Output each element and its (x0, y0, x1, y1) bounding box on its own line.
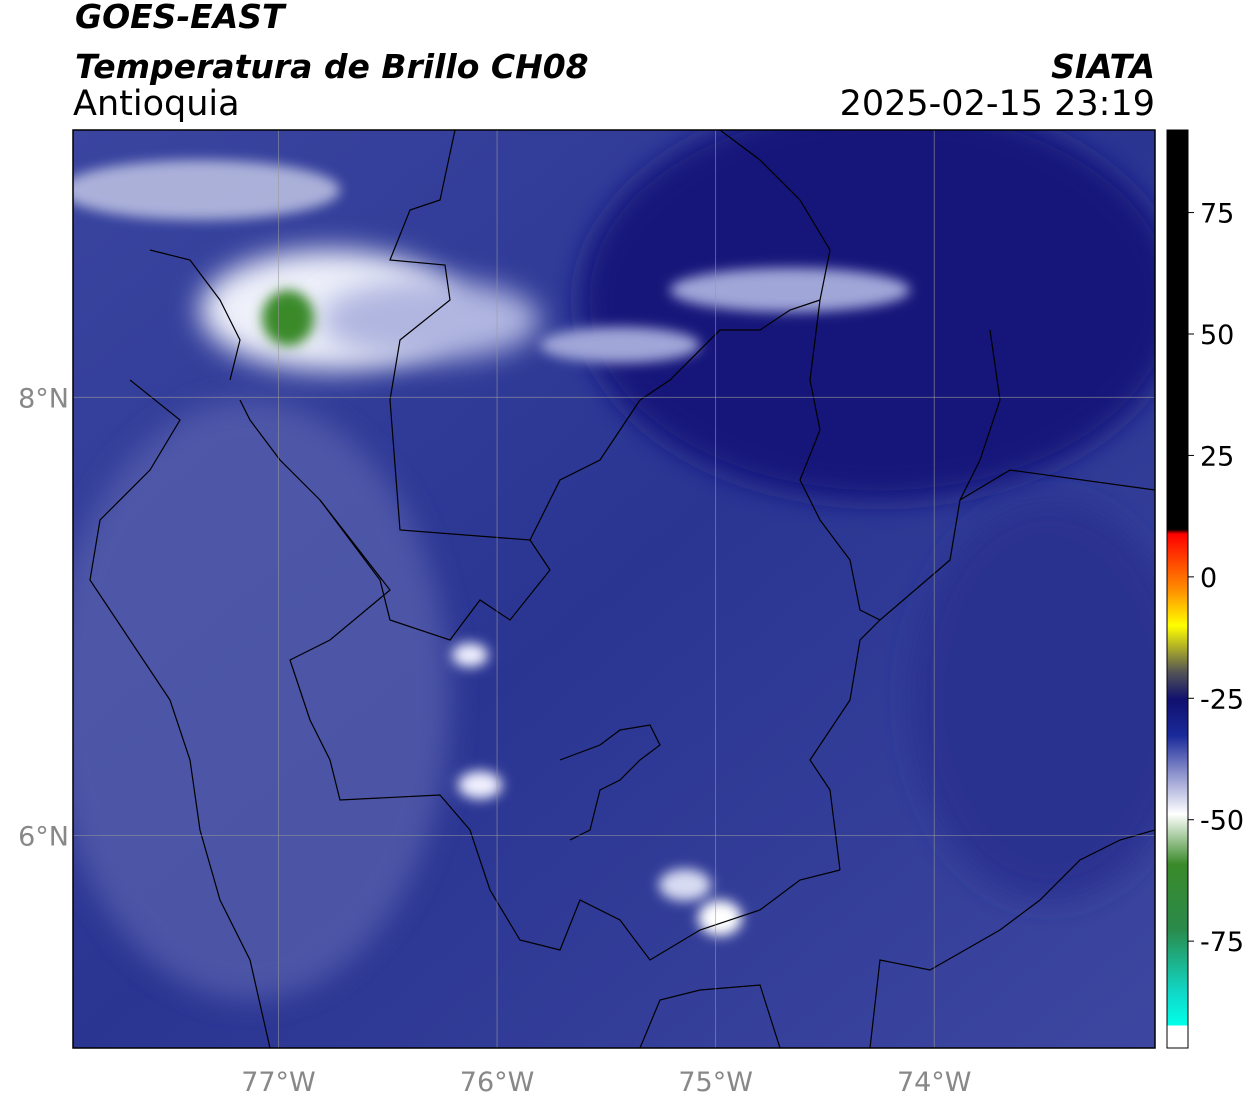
colorbar-tick-label: -75 (1200, 927, 1244, 958)
subtitle: Temperatura de Brillo CH08 (75, 47, 589, 86)
x-tick-label: 75°W (678, 1067, 753, 1098)
x-tick-label: 77°W (241, 1067, 316, 1098)
y-tick-label: 8°N (18, 383, 69, 414)
grid-layer (73, 130, 1155, 1048)
x-tick-label: 76°W (460, 1067, 535, 1098)
colorbar-tick-label: 0 (1200, 563, 1217, 594)
title: GOES-EAST (75, 0, 287, 36)
x-tick-label: 74°W (897, 1067, 972, 1098)
region: Antioquia (73, 84, 240, 124)
timestamp: 2025-02-15 23:19 (840, 84, 1155, 124)
map-frame (72, 129, 1156, 1049)
colorbar-tick-label: -25 (1200, 684, 1244, 715)
map-image (73, 130, 1155, 1048)
colorbar-tick-label: 75 (1200, 199, 1234, 230)
colorbar-tick-label: 25 (1200, 441, 1234, 472)
source: SIATA (1051, 47, 1155, 86)
colorbar-tick-label: 50 (1200, 320, 1234, 351)
colorbar-tick-label: -50 (1200, 806, 1244, 837)
y-tick-label: 6°N (18, 821, 69, 852)
colorbar (1166, 129, 1189, 1049)
